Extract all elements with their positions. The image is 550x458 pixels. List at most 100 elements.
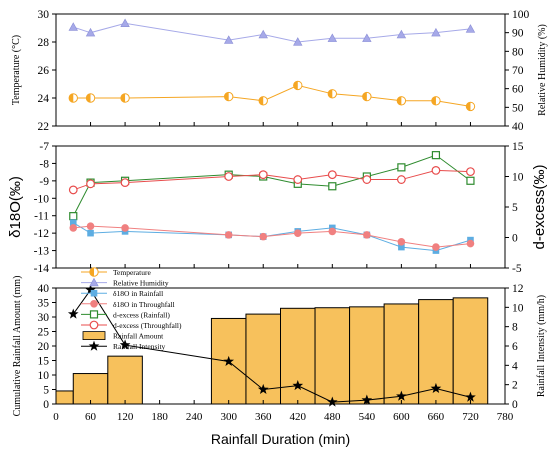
temperature-point-fill	[328, 89, 333, 98]
panel-rainfall: 0 5 10 15 20 25 30 35 40 0 2 4 6 8 10 12 Cumulative Rain…	[12, 276, 547, 447]
rainfall-intensity-point	[85, 284, 96, 295]
right-tick-label: 10	[512, 302, 524, 314]
legend-marker-fill	[89, 267, 94, 277]
right-tick-label: 90	[512, 28, 524, 40]
left-tick-label: 10	[38, 370, 50, 382]
left-tick-label: -10	[34, 193, 50, 205]
d18o-throughfall-point	[432, 243, 440, 251]
dexcess-throughfall-point	[258, 170, 268, 180]
d18o-throughfall-point	[121, 224, 129, 232]
x-tick-label: 60	[85, 411, 97, 423]
left-tick-label: -11	[34, 211, 49, 223]
left-tick-label: 20	[38, 341, 50, 353]
temperature-point-fill	[120, 93, 126, 103]
right-tick-label: -5	[512, 263, 522, 275]
rainfall-intensity-point	[67, 308, 79, 319]
temperature-point-fill	[293, 81, 298, 90]
temperature-point-fill	[362, 92, 367, 101]
rainfall-amount-bar	[383, 303, 420, 405]
dexcess-throughfall-point	[431, 165, 441, 175]
dexcess-rainfall-line	[72, 154, 471, 217]
left-tick-label: -12	[34, 228, 50, 240]
legend-label: Temperature	[113, 268, 151, 277]
temperature-point-fill	[466, 102, 471, 111]
legend-marker	[89, 310, 99, 319]
d18o-rainfall-point	[87, 229, 94, 237]
dexcess-rainfall-point	[431, 151, 441, 160]
dexcess-throughfall-point	[86, 179, 95, 189]
dexcess-rainfall-point	[397, 163, 406, 172]
left-tick-label: 26	[38, 65, 50, 77]
d18o-throughfall-point	[328, 227, 337, 236]
humidity-point	[362, 33, 372, 42]
right-axis-label: Rainfall Intensity (mm/h)	[536, 295, 547, 397]
left-tick-label: 30	[38, 312, 50, 324]
humidity-point	[120, 18, 130, 27]
x-tick-label: 720	[462, 411, 479, 423]
d18o-throughfall-line	[73, 225, 471, 248]
left-tick-label: 28	[38, 37, 50, 49]
right-axis-label: d-excess(‰)	[531, 164, 548, 249]
left-tick-label: -9	[39, 176, 49, 188]
x-tick-label: 240	[186, 411, 203, 423]
legend-marker	[89, 277, 99, 287]
dexcess-throughfall-point	[466, 167, 475, 177]
rainfall-intensity-point	[430, 382, 442, 394]
humidity-point	[396, 29, 407, 39]
left-tick-label: 15	[38, 356, 50, 368]
humidity-point	[258, 29, 268, 39]
rainfall-amount-bar	[349, 306, 385, 405]
humidity-point	[85, 27, 96, 37]
x-tick-label: 600	[393, 411, 410, 423]
humidity-point	[293, 37, 303, 46]
rainfall-intensity-point	[257, 383, 269, 395]
legend-label: d-excess (Throughfall)	[113, 321, 182, 330]
right-tick-label: 80	[512, 46, 524, 58]
d18o-throughfall-point	[86, 222, 95, 230]
humidity-point	[327, 33, 338, 42]
dexcess-throughfall-point	[293, 175, 303, 184]
x-tick-label: 120	[117, 411, 134, 423]
right-axis-label: Relative Humidity (%)	[537, 24, 548, 116]
dexcess-throughfall-point	[120, 178, 130, 188]
x-tick-label: 360	[255, 411, 272, 423]
x-tick-label: 780	[497, 411, 514, 423]
panel-isotopes: -14 -13 -12 -11 -10 -9 -8 -7 -5 0 5 10 15 δ18O(‰) d-ex…	[7, 141, 548, 275]
left-tick-label: -13	[34, 246, 50, 258]
humidity-point	[465, 24, 476, 33]
rainfall-amount-bar	[55, 390, 74, 405]
legend-marker	[90, 300, 98, 308]
rainfall-amount-bar	[314, 307, 351, 405]
left-axis-label: δ18O(‰)	[7, 176, 24, 238]
x-tick-label: 480	[324, 411, 341, 423]
legend-label: δ18O in Rainfall	[113, 289, 163, 298]
humidity-point	[223, 35, 234, 44]
legend-marker	[88, 340, 100, 351]
d18o-throughfall-point	[293, 229, 302, 237]
d18o-rainfall-point	[69, 219, 77, 226]
left-tick-label: -8	[39, 158, 49, 170]
x-tick-label: 420	[290, 411, 307, 423]
left-tick-label: 25	[38, 327, 50, 339]
left-tick-label: 24	[38, 93, 50, 105]
right-tick-label: 8	[512, 322, 518, 334]
x-tick-label: 0	[53, 411, 59, 423]
dexcess-rainfall-point	[466, 176, 475, 185]
dexcess-throughfall-point	[327, 170, 337, 180]
legend-swatch	[82, 331, 106, 341]
x-tick-label: 660	[428, 411, 445, 423]
dexcess-throughfall-point	[362, 175, 372, 184]
left-tick-label: -7	[39, 141, 49, 153]
d18o-throughfall-point	[466, 239, 475, 248]
right-tick-label: 60	[512, 84, 524, 96]
right-tick-label: 4	[512, 360, 518, 372]
rainfall-amount-bar	[107, 355, 143, 405]
d18o-rainfall-line	[73, 222, 471, 252]
rainfall-intensity-point	[292, 380, 304, 391]
temperature-point-fill	[224, 92, 229, 101]
right-tick-label: 40	[512, 121, 524, 133]
right-tick-label: 10	[512, 172, 524, 184]
dexcess-rainfall-point	[328, 182, 337, 191]
temperature-point-fill	[69, 93, 74, 103]
